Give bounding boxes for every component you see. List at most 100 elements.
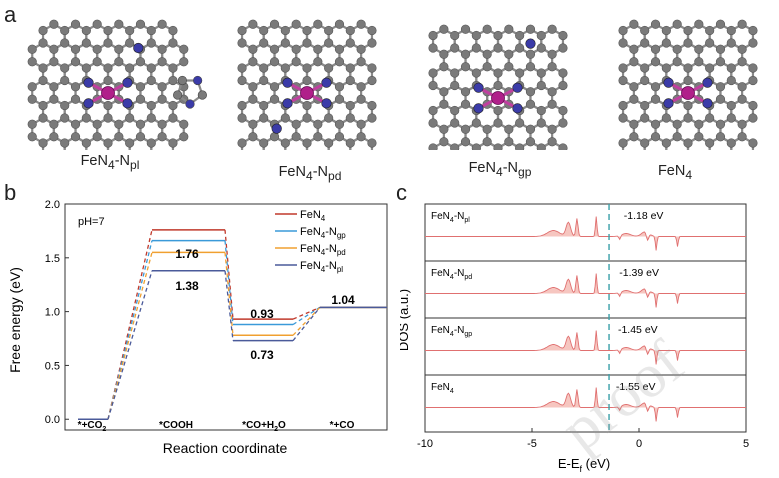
carbon-atom [428, 80, 438, 91]
carbon-atom [237, 138, 247, 148]
dos-row-frame [424, 374, 747, 433]
carbon-atom [629, 19, 639, 29]
carbon-atom [428, 43, 438, 53]
carbon-atom [536, 105, 546, 116]
carbon-atom [629, 82, 639, 92]
carbon-atom [324, 38, 334, 48]
carbon-atom [125, 63, 135, 73]
structure-label-fen4-npd: FeN4-Npd [278, 164, 342, 183]
carbon-atom [367, 113, 377, 123]
panel-c-letter: c [396, 180, 407, 205]
y-tick-label: 1.0 [45, 307, 60, 319]
carbon-atom [248, 57, 258, 67]
side-ring-atom [185, 99, 195, 109]
carbon-atom [428, 30, 438, 41]
dos-energy-label: -1.18 eV [624, 210, 664, 222]
label-final: 1.04 [331, 293, 355, 307]
carbon-atom [493, 68, 503, 78]
dos-energy-label: -1.39 eV [619, 267, 659, 279]
carbon-atom [38, 63, 48, 73]
carbon-atom [515, 118, 525, 128]
chart-c-ylabel: DOS (a.u.) [400, 289, 411, 351]
carbon-atom [748, 138, 758, 148]
carbon-atom [302, 38, 312, 48]
carbon-atom [650, 19, 661, 29]
carbon-atom [259, 75, 269, 86]
carbon-atom [748, 25, 758, 36]
carbon-atom [726, 100, 736, 111]
step-label-final: *+CO [330, 420, 355, 431]
carbon-atom [493, 43, 503, 53]
carbon-atom [726, 38, 736, 48]
carbon-atom [49, 44, 59, 54]
carbon-atom [168, 100, 178, 111]
carbon-atom [280, 38, 290, 48]
carbon-atom [135, 57, 146, 67]
carbon-atom [428, 118, 438, 128]
step-label-co-h2o: *CO+H2O [242, 420, 286, 433]
carbon-atom [70, 82, 81, 92]
carbon-atom [558, 80, 568, 91]
carbon-atom [715, 82, 726, 92]
carbon-atom [547, 124, 557, 134]
iron-atom [300, 86, 314, 100]
carbon-atom [70, 44, 81, 54]
carbon-atom [748, 100, 758, 111]
carbon-atom [650, 132, 661, 142]
carbon-atom [683, 63, 693, 73]
carbon-atom [450, 68, 460, 78]
carbon-atom [70, 19, 81, 29]
dos-energy-label: -1.55 eV [616, 381, 656, 393]
carbon-atom [125, 25, 135, 36]
dos-fill [425, 330, 746, 365]
carbon-atom [439, 87, 449, 97]
carbon-atom [146, 138, 156, 148]
carbon-atom [650, 94, 661, 104]
dos-row-label: FeN4-Npl [431, 211, 470, 224]
carbon-atom [439, 24, 449, 34]
carbon-atom [748, 75, 758, 86]
carbon-atom [168, 113, 178, 123]
label-cooh-bottom: 1.38 [175, 279, 199, 293]
energy-connector [107, 240, 153, 420]
carbon-atom [471, 43, 481, 53]
carbon-atom [324, 138, 334, 148]
structure-2 [428, 24, 568, 150]
carbon-atom [60, 38, 70, 48]
carbon-atom [269, 94, 280, 104]
carbon-atom [356, 82, 366, 92]
carbon-atom [629, 44, 639, 54]
nitrogen-atom [473, 82, 484, 93]
carbon-atom [157, 132, 167, 142]
carbon-atom [726, 75, 736, 86]
carbon-atom [672, 57, 682, 67]
carbon-atom [259, 25, 269, 36]
legend-label: FeN4 [300, 209, 326, 223]
carbon-atom [493, 80, 503, 91]
carbon-atom [683, 138, 693, 148]
carbon-atom [280, 63, 290, 73]
carbon-atom [650, 57, 661, 67]
dos-row: FeN4-Npd -1.39 eV [424, 260, 747, 319]
carbon-atom [135, 19, 146, 29]
carbon-atom [334, 94, 345, 104]
carbon-atom [726, 113, 736, 123]
carbon-atom [157, 82, 167, 92]
carbon-atom [237, 100, 247, 111]
carbon-atom [179, 44, 189, 54]
carbon-atom [482, 49, 492, 59]
carbon-atom [737, 119, 747, 129]
dos-curve [425, 387, 746, 422]
structure-label-fen4-npl: FeN4-Npl [80, 153, 140, 172]
carbon-atom [726, 63, 736, 73]
carbon-atom [737, 132, 747, 142]
chart-c-xlabel: E-Ef (eV) [558, 456, 610, 474]
carbon-atom [146, 25, 156, 36]
carbon-atom [439, 49, 449, 59]
carbon-atom [547, 137, 557, 147]
dos-fill [425, 273, 746, 308]
carbon-atom [313, 44, 323, 54]
carbon-atom [618, 113, 628, 123]
legend-label: FeN4-Npd [300, 243, 346, 257]
carbon-atom [157, 44, 167, 54]
